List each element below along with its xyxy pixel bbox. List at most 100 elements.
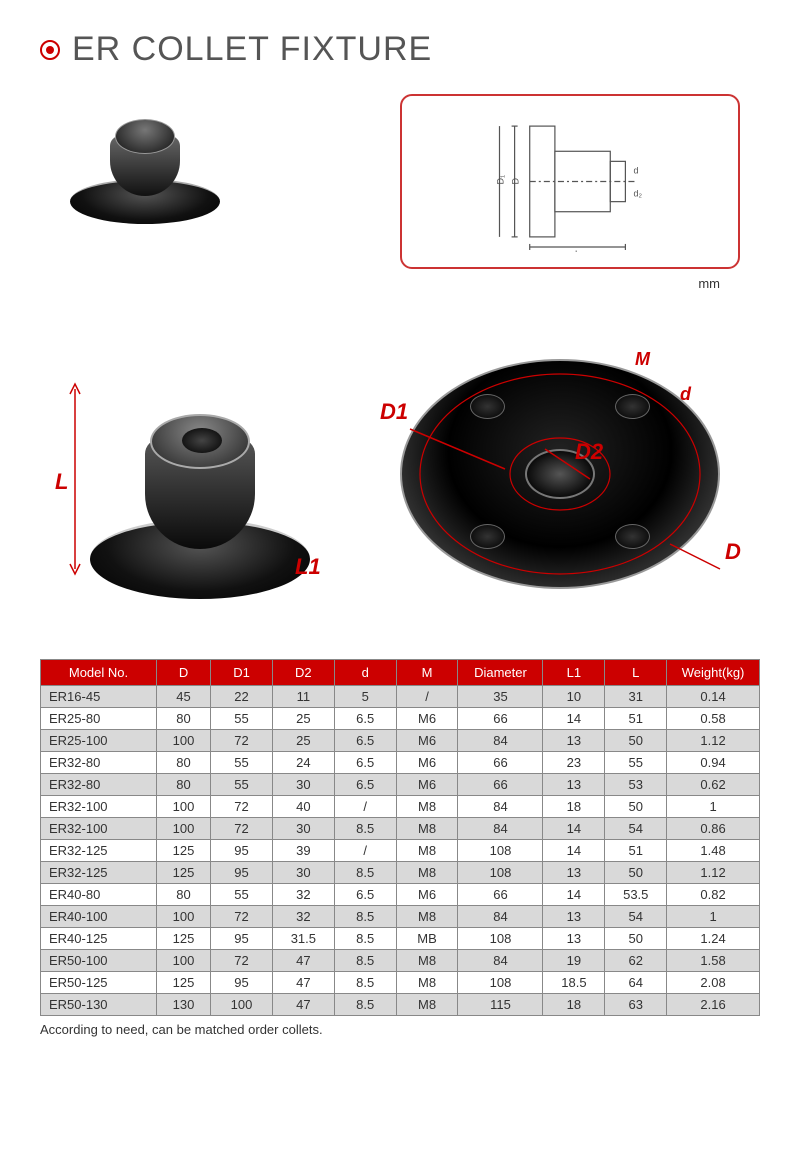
table-cell: ER50-125 [41,972,157,994]
table-cell: 0.82 [667,884,760,906]
table-header: L [605,660,667,686]
table-cell: 0.58 [667,708,760,730]
table-cell: 13 [543,906,605,928]
table-cell: 100 [156,730,210,752]
table-cell: 47 [272,950,334,972]
dim-D2: D2 [575,439,603,465]
table-cell: 55 [211,708,273,730]
table-cell: 13 [543,862,605,884]
table-cell: 125 [156,840,210,862]
table-cell: 72 [211,818,273,840]
unit-label: mm [698,276,720,291]
table-cell: 50 [605,928,667,950]
table-cell: 80 [156,752,210,774]
table-cell: 95 [211,972,273,994]
table-cell: 108 [458,862,543,884]
table-cell: 13 [543,928,605,950]
table-cell: 66 [458,708,543,730]
table-cell: 80 [156,774,210,796]
table-row: ER40-1251259531.58.5MB10813501.24 [41,928,760,950]
table-cell: ER32-125 [41,840,157,862]
table-cell: 100 [156,950,210,972]
table-row: ER16-454522115/3510310.14 [41,686,760,708]
table-cell: M6 [396,730,458,752]
table-row: ER32-12512595308.5M810813501.12 [41,862,760,884]
table-cell: 0.94 [667,752,760,774]
table-cell: 66 [458,774,543,796]
table-cell: 8.5 [334,862,396,884]
svg-text:d₂: d₂ [633,189,642,199]
table-cell: 50 [605,862,667,884]
table-cell: 8.5 [334,972,396,994]
table-cell: ER40-80 [41,884,157,906]
table-cell: 10 [543,686,605,708]
table-cell: 6.5 [334,774,396,796]
table-header: D1 [211,660,273,686]
dim-M: M [635,349,650,370]
dim-d: d [680,384,691,405]
table-cell: 53 [605,774,667,796]
table-cell: M8 [396,840,458,862]
table-cell: 31.5 [272,928,334,950]
table-cell: 23 [543,752,605,774]
table-cell: 35 [458,686,543,708]
table-cell: 80 [156,708,210,730]
table-header: L1 [543,660,605,686]
table-header: Diameter [458,660,543,686]
table-cell: M6 [396,752,458,774]
table-cell: 1.12 [667,730,760,752]
bullet-icon [40,40,60,60]
table-cell: 108 [458,928,543,950]
table-cell: ER50-130 [41,994,157,1016]
table-cell: M6 [396,884,458,906]
table-cell: ER25-100 [41,730,157,752]
table-cell: M8 [396,906,458,928]
table-cell: ER32-100 [41,818,157,840]
table-cell: 63 [605,994,667,1016]
table-cell: 55 [211,884,273,906]
table-row: ER40-10010072328.5M88413541 [41,906,760,928]
table-cell: M8 [396,994,458,1016]
table-cell: 84 [458,818,543,840]
table-cell: 100 [156,818,210,840]
table-cell: 32 [272,884,334,906]
title-row: ER COLLET FIXTURE [40,30,760,69]
table-cell: 95 [211,928,273,950]
table-cell: 0.14 [667,686,760,708]
table-cell: M8 [396,818,458,840]
table-cell: 22 [211,686,273,708]
table-cell: ER32-100 [41,796,157,818]
table-cell: ER40-100 [41,906,157,928]
table-cell: 50 [605,796,667,818]
product-photo-top: D1 D2 D M d [390,319,730,619]
svg-text:d: d [633,165,638,175]
table-header: D [156,660,210,686]
table-cell: 95 [211,862,273,884]
table-cell: 1 [667,796,760,818]
table-cell: MB [396,928,458,950]
table-cell: 66 [458,884,543,906]
table-cell: 1 [667,906,760,928]
table-row: ER32-808055246.5M66623550.94 [41,752,760,774]
table-cell: 8.5 [334,994,396,1016]
table-cell: 0.86 [667,818,760,840]
table-cell: 11 [272,686,334,708]
table-cell: M8 [396,796,458,818]
table-row: ER32-10010072308.5M88414540.86 [41,818,760,840]
table-cell: 18 [543,994,605,1016]
table-cell: 95 [211,840,273,862]
table-cell: 80 [156,884,210,906]
table-cell: 84 [458,906,543,928]
product-photo-small [60,94,230,224]
table-cell: 31 [605,686,667,708]
table-cell: 1.24 [667,928,760,950]
table-cell: ER32-125 [41,862,157,884]
table-cell: 6.5 [334,884,396,906]
table-cell: 55 [211,752,273,774]
table-cell: 84 [458,796,543,818]
table-cell: / [396,686,458,708]
table-cell: 108 [458,840,543,862]
table-row: ER32-808055306.5M66613530.62 [41,774,760,796]
table-cell: 40 [272,796,334,818]
table-cell: 5 [334,686,396,708]
